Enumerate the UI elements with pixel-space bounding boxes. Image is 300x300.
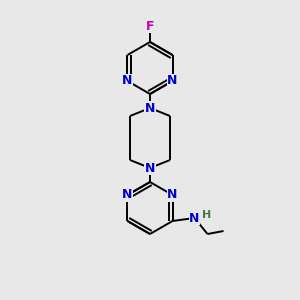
- Text: N: N: [189, 212, 200, 224]
- Text: N: N: [122, 188, 133, 202]
- Text: H: H: [202, 210, 211, 220]
- Text: N: N: [167, 188, 178, 202]
- Text: N: N: [167, 74, 178, 88]
- Text: N: N: [122, 74, 133, 88]
- Text: N: N: [145, 101, 155, 115]
- Text: N: N: [145, 161, 155, 175]
- Text: F: F: [146, 20, 154, 32]
